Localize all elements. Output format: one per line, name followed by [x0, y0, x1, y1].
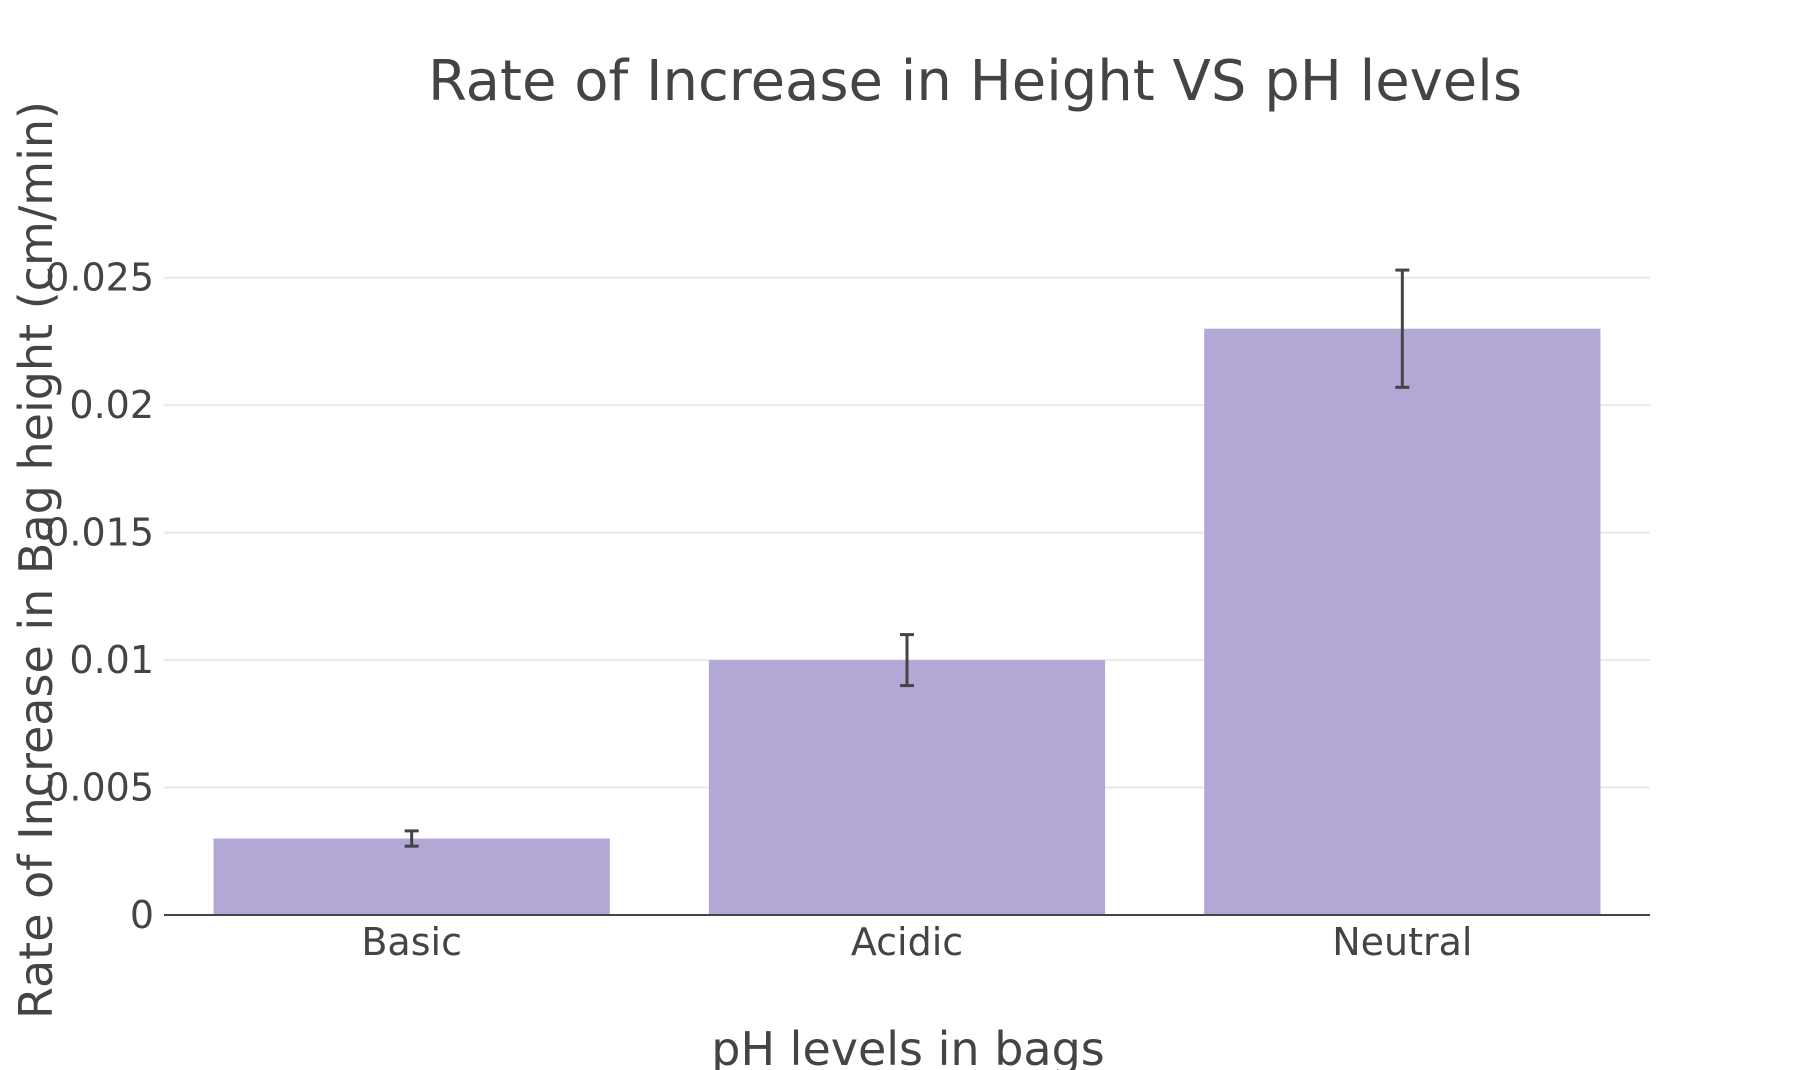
y-tick-label: 0.025: [45, 256, 154, 300]
x-tick-label: Basic: [361, 920, 462, 964]
y-tick-labels: 0 0.005 0.01 0.015 0.02 0.025: [45, 256, 154, 937]
bar-acidic: [708, 660, 1106, 915]
error-bars: [404, 268, 1410, 848]
y-axis-title: Rate of Increase in Bag height (cm/min): [9, 101, 63, 1019]
y-tick-label: 0.02: [69, 383, 154, 427]
bar-neutral: [1204, 328, 1601, 915]
x-tick-label: Acidic: [851, 920, 963, 964]
chart-title: Rate of Increase in Height VS pH levels: [428, 49, 1522, 114]
x-tick-label: Neutral: [1332, 920, 1472, 964]
y-tick-label: 0.015: [45, 511, 154, 555]
x-axis-title: pH levels in bags: [711, 1022, 1105, 1070]
y-tick-label: 0.01: [69, 638, 154, 682]
y-tick-label: 0.005: [45, 766, 154, 810]
error-bar-acidic: [900, 633, 914, 688]
y-tick-label: 0: [130, 893, 154, 937]
x-tick-labels: Basic Acidic Neutral: [361, 920, 1472, 964]
error-bar-basic: [404, 829, 419, 848]
bars: [213, 328, 1601, 915]
error-bar-neutral: [1395, 268, 1410, 389]
bar-basic: [213, 838, 610, 915]
